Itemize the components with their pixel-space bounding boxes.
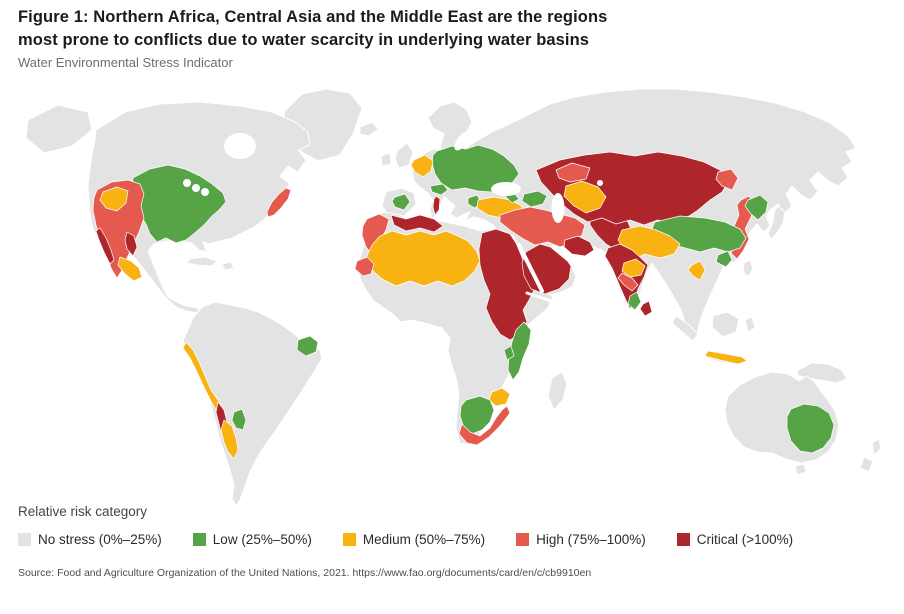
legend: No stress (0%–25%) Low (25%–50%) Medium … xyxy=(18,532,793,547)
region-algeria-coast xyxy=(390,214,444,233)
region-java xyxy=(704,350,748,365)
figure-subtitle: Water Environmental Stress Indicator xyxy=(18,55,233,70)
landmass-south-america xyxy=(182,301,323,507)
landmass-tasmania xyxy=(794,463,807,476)
landmass-sulawesi xyxy=(744,316,756,333)
region-eastern-spain xyxy=(391,193,411,211)
great-lakes-east xyxy=(201,188,209,196)
region-sahara xyxy=(365,230,481,287)
great-lakes-west xyxy=(183,179,191,187)
landmass-hispaniola xyxy=(221,261,235,271)
region-mexico-coast xyxy=(117,256,143,282)
low-swatch xyxy=(192,533,206,546)
critical-swatch xyxy=(676,533,690,546)
region-zimbabwe xyxy=(503,345,515,361)
region-caucasus xyxy=(521,190,548,208)
hudson-bay xyxy=(224,133,256,159)
landmass-iceland xyxy=(359,121,379,137)
region-south-africa-interior xyxy=(459,395,495,435)
region-central-asia-yellow xyxy=(563,180,607,214)
region-baja-california xyxy=(95,227,115,265)
landmass-ireland xyxy=(380,152,392,167)
landmass-philippines xyxy=(742,259,754,278)
source-line: Source: Food and Agriculture Organizatio… xyxy=(18,567,592,579)
region-paraguay xyxy=(231,408,247,431)
landmass-sumatra xyxy=(671,315,699,342)
legend-label-low: Low (25%–50%) xyxy=(212,532,312,547)
figure-title: Figure 1: Northern Africa, Central Asia … xyxy=(18,6,607,53)
no-stress-swatch xyxy=(18,533,31,546)
landmass-uk xyxy=(394,142,414,169)
region-us-northeast xyxy=(266,187,292,218)
landmass-madagascar xyxy=(547,371,568,411)
region-korea xyxy=(744,194,769,221)
region-nile-basin xyxy=(478,228,535,341)
landmass-new-zealand-south xyxy=(859,456,874,473)
legend-item-low: Low (25%–50%) xyxy=(192,532,312,547)
black-sea xyxy=(491,182,521,196)
red-sea xyxy=(517,243,544,293)
figure-title-line2: most prone to conflicts due to water sca… xyxy=(18,31,590,50)
landmass-cuba xyxy=(186,256,218,267)
landmass-alaska xyxy=(25,104,93,154)
legend-label-medium: Medium (50%–75%) xyxy=(362,532,486,547)
great-lakes-mid xyxy=(192,184,200,192)
legend-title: Relative risk category xyxy=(18,504,148,519)
region-northern-italy xyxy=(429,183,449,196)
region-northern-france xyxy=(410,154,434,178)
inland-seas xyxy=(183,131,603,303)
legend-item-no-stress: No stress (0%–25%) xyxy=(18,532,162,547)
legend-label-high: High (75%–100%) xyxy=(536,532,646,547)
legend-label-critical: Critical (>100%) xyxy=(696,532,794,547)
landmass-new-zealand-north xyxy=(871,438,882,456)
region-kazakh-salmon xyxy=(555,162,591,183)
landmass-japan xyxy=(767,205,786,240)
basin-regions xyxy=(92,144,835,460)
region-thailand xyxy=(687,260,706,281)
region-south-india-green xyxy=(627,291,642,311)
region-south-china-green xyxy=(715,250,733,268)
region-ne-brazil xyxy=(296,335,319,357)
baltic-sea xyxy=(454,131,470,151)
region-central-chile xyxy=(220,419,239,460)
legend-item-critical: Critical (>100%) xyxy=(676,532,794,547)
region-india-yellow xyxy=(621,258,646,278)
high-swatch xyxy=(516,533,530,546)
region-italy-strip xyxy=(432,195,441,216)
gulf-of-aden xyxy=(525,291,553,303)
aral-sea xyxy=(597,180,603,186)
region-india-salmon xyxy=(617,272,639,292)
medium-swatch xyxy=(342,533,356,546)
region-mexico-interior xyxy=(124,231,138,257)
legend-item-medium: Medium (50%–75%) xyxy=(342,532,486,547)
region-ne-china-salmon xyxy=(715,168,739,191)
region-murray-darling xyxy=(786,403,835,454)
legend-label-no-stress: No stress (0%–25%) xyxy=(38,532,162,547)
region-great-basin xyxy=(99,186,129,212)
region-south-africa-coast xyxy=(458,405,511,446)
persian-gulf xyxy=(551,245,572,263)
region-sri-lanka xyxy=(639,300,653,317)
caspian-sea xyxy=(551,193,565,223)
figure-title-line1: Figure 1: Northern Africa, Central Asia … xyxy=(18,8,608,26)
legend-item-high: High (75%–100%) xyxy=(516,532,646,547)
region-south-iran xyxy=(563,235,595,257)
region-senegal xyxy=(354,256,375,277)
landmass-borneo xyxy=(711,311,740,338)
